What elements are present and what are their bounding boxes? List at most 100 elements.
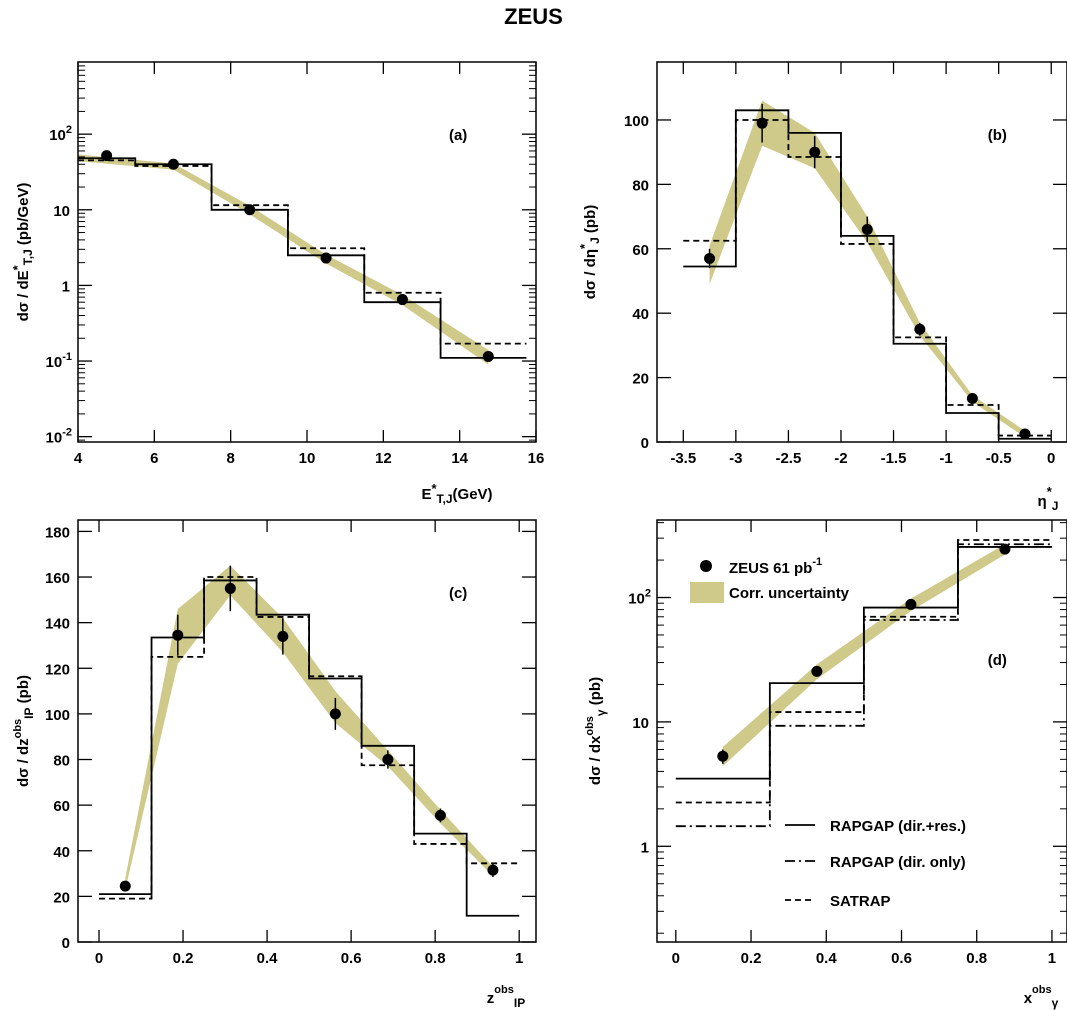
x-tick-label: 6: [150, 450, 158, 467]
legend-band-label: Corr. uncertainty: [729, 585, 850, 602]
y-tick-label: 80: [53, 753, 70, 770]
x-axis-title-a-part: *: [431, 481, 437, 496]
x-tick-label: -2: [834, 450, 847, 467]
y-axis-title-b-part: (pb): [582, 205, 599, 237]
data-point: [482, 350, 494, 362]
x-tick-label: 16: [528, 450, 545, 467]
y-axis-title-a-part: *: [10, 264, 25, 270]
uncertainty-band: [722, 544, 1005, 767]
x-tick-label: -2.5: [775, 450, 801, 467]
y-axis-title-a: dσ / dE*T,J (pb/GeV): [10, 183, 35, 322]
panel-label: (d): [988, 652, 1007, 669]
data-point: [999, 543, 1011, 555]
x-axis-title-a-part: (GeV): [453, 486, 493, 503]
data-point: [172, 629, 184, 641]
satrap-histogram: [683, 119, 1052, 437]
y-tick-label: 40: [53, 844, 70, 861]
rapgap-dir-res-histogram: [683, 109, 1052, 440]
plot-frame: [656, 519, 1067, 943]
data-point: [487, 864, 499, 876]
x-tick-label: 0.6: [341, 950, 362, 967]
y-axis-title-d-part: dσ / dx: [587, 735, 604, 785]
data-point: [809, 146, 821, 158]
legend-data-marker: [700, 560, 712, 572]
x-tick-label: 0.4: [816, 950, 838, 967]
y-axis-title-a-part: dσ / dE: [15, 270, 32, 321]
x-axis-title-d: xobsγ: [1024, 984, 1059, 1010]
y-axis-title-c: dσ / dzobsIP (pb): [12, 675, 36, 787]
x-axis-title-a-part: E: [421, 486, 431, 503]
data-point: [119, 880, 131, 892]
legend: ZEUS 61 pb-1 Corr. uncertainty RAPGAP (dir…: [690, 556, 966, 910]
y-axis-title-d-part: obs: [584, 716, 596, 736]
x-axis-title-b: η*J: [1038, 484, 1059, 513]
data-point: [717, 750, 729, 762]
data-point: [167, 158, 179, 170]
x-axis-title-d-part: γ: [1052, 996, 1059, 1010]
x-tick-label: -3.5: [670, 450, 696, 467]
y-axis-title-a-part: T,J: [21, 249, 35, 265]
x-tick-label: -1.5: [881, 450, 907, 467]
y-tick-label: 160: [45, 570, 70, 587]
y-axis-title-c-part: obs: [12, 719, 24, 739]
x-tick-label: -3: [729, 450, 742, 467]
y-tick-label-part: 10: [46, 354, 63, 371]
legend-band-swatch: [690, 582, 724, 603]
x-axis-title-b-part: J: [1052, 499, 1059, 513]
panel-label: (a): [449, 127, 467, 144]
y-tick-label-part: 10: [628, 591, 645, 608]
x-axis-title-d-part: obs: [1032, 984, 1052, 996]
x-axis-title-b-part: *: [1047, 484, 1053, 499]
y-tick-label: 0: [641, 435, 649, 452]
data-point: [905, 598, 917, 610]
panel-label: (c): [449, 585, 467, 602]
data-point: [320, 252, 332, 264]
data-point: [434, 809, 446, 821]
x-tick-label: 0: [1047, 450, 1055, 467]
x-axis-title-c-part: z: [487, 990, 495, 1007]
y-tick-label: 10: [53, 203, 70, 220]
x-tick-label: 8: [226, 450, 234, 467]
figure-title: ZEUS: [504, 4, 563, 29]
y-tick-label: 1: [62, 278, 70, 295]
x-tick-label: 4: [74, 450, 83, 467]
y-tick-label: 10: [632, 715, 649, 732]
x-tick-label: 0: [672, 950, 680, 967]
y-axis-title-c-part: (pb): [15, 675, 32, 707]
y-axis-title-b-part: dσ / dη: [582, 249, 599, 299]
satrap-histogram: [78, 159, 527, 345]
satrap-histogram: [675, 539, 1052, 804]
legend-dashed-label: SATRAP: [830, 893, 891, 910]
data-point: [861, 223, 873, 235]
y-tick-label-part: -2: [62, 427, 72, 439]
y-tick-label: 0: [62, 935, 70, 952]
y-axis-title-b-part: J: [588, 237, 602, 244]
y-tick-label: 102: [628, 588, 651, 608]
y-tick-label-part: 2: [645, 588, 651, 600]
plot-frame: [656, 61, 1067, 443]
x-tick-label: 1: [515, 950, 523, 967]
x-tick-label: 0.8: [425, 950, 446, 967]
y-axis-title-d-part: γ: [594, 709, 608, 716]
x-tick-label: 0.8: [966, 950, 987, 967]
rapgap-dir-res-histogram: [78, 157, 527, 359]
y-tick-label: 1: [641, 839, 649, 856]
y-tick-label: 20: [53, 889, 70, 906]
x-axis-title-c: zobsIP: [487, 984, 525, 1010]
x-axis-title-d-part: x: [1024, 990, 1033, 1007]
y-tick-label: 102: [49, 124, 72, 144]
y-axis-title-c-part: dσ / dz: [15, 738, 32, 787]
legend-dashdot-label: RAPGAP (dir. only): [830, 854, 966, 871]
data-point: [756, 117, 768, 129]
x-tick-label: 1: [1048, 950, 1056, 967]
data-point: [224, 582, 236, 594]
uncertainty-band: [78, 154, 489, 365]
y-tick-label-part: 2: [66, 124, 72, 136]
y-tick-label: 10-2: [46, 427, 72, 447]
panel-c: 0 0.2 0.4 0.6 0.8 1 0 20 40 60 80 100 120 140 160 180 (c…: [45, 519, 537, 967]
y-axis-title-c-part: IP: [22, 707, 36, 718]
y-tick-label: 140: [45, 616, 70, 633]
